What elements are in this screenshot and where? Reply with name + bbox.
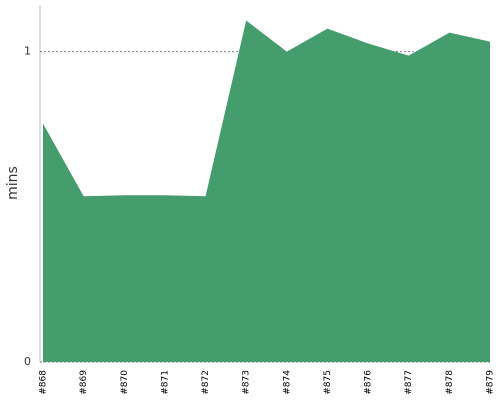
x-tick-label: #879 [486,370,496,395]
x-tick-label: #870 [120,370,130,395]
x-tick-label: #874 [282,370,292,395]
y-axis-label: mins [5,166,21,200]
area [43,20,490,363]
x-tick-label: #873 [242,370,252,395]
x-tick-label: #878 [445,370,455,395]
x-tick-label: #871 [160,370,170,395]
x-tick-label: #876 [364,370,374,395]
x-tick-label: #877 [404,370,414,395]
x-tick-label: #875 [323,370,333,395]
y-tick-label: 0 [24,355,31,368]
x-tick-label: #869 [79,370,89,395]
y-tick-label: 1 [24,45,31,58]
x-tick-label: #868 [39,370,49,395]
x-tick-label: #872 [201,370,211,395]
